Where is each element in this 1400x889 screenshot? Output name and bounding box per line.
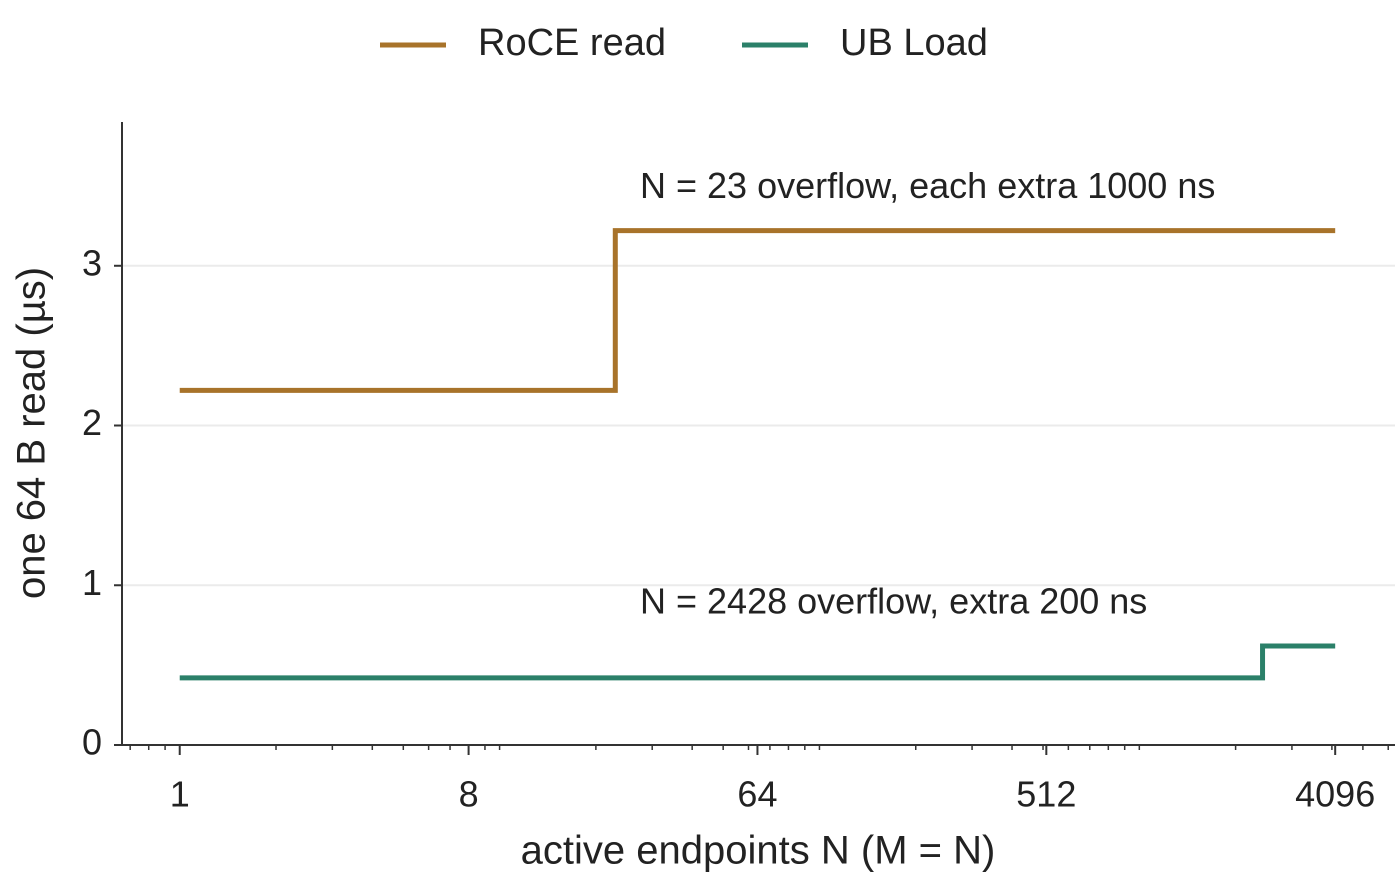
y-tick-label: 0 [82,722,102,763]
x-tick-label: 4096 [1295,774,1375,815]
x-tick-label: 1 [170,774,190,815]
y-tick-label: 1 [82,562,102,603]
legend-label: UB Load [840,22,988,64]
y-tick-label: 2 [82,402,102,443]
x-tick-label: 8 [459,774,479,815]
legend-label: RoCE read [478,22,666,64]
series-line [179,228,1336,393]
x-tick-label: 512 [1016,774,1076,815]
series-line [179,643,1336,681]
x-axis-label: active endpoints N (M = N) [521,829,996,873]
annotation: N = 2428 overflow, extra 200 ns [640,580,1147,621]
y-tick-label: 3 [82,242,102,283]
y-axis-label: one 64 B read (µs) [10,267,54,599]
annotation: N = 23 overflow, each extra 1000 ns [640,165,1215,206]
x-tick-label: 64 [737,774,777,815]
